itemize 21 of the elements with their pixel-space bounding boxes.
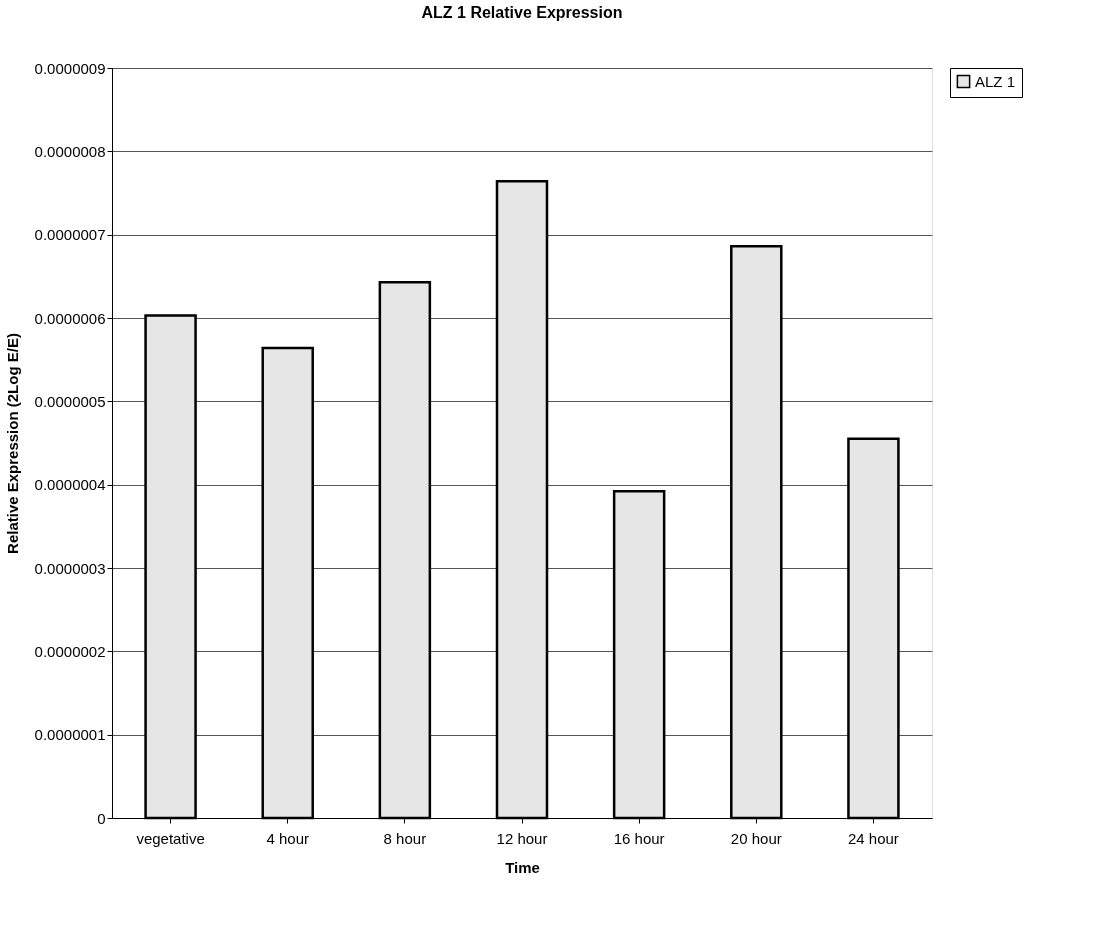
- y-tick-label: 0.0000008: [34, 142, 106, 160]
- y-axis-title: Relative Expression (2Log E/E): [3, 333, 21, 554]
- y-tick-label: 0.0000009: [34, 59, 106, 77]
- y-tick-label: 0.0000003: [34, 559, 106, 577]
- x-tick-label: 4 hour: [266, 829, 309, 847]
- y-tick-label: 0.0000005: [34, 392, 106, 410]
- x-tick-label: 24 hour: [847, 829, 899, 847]
- x-tick-label: 8 hour: [383, 829, 427, 847]
- chart-title: ALZ 1 Relative Expression: [421, 4, 623, 21]
- x-tick-label: 16 hour: [613, 829, 665, 847]
- y-tick-label: 0.0000004: [34, 476, 106, 494]
- x-tick-label: 20 hour: [730, 829, 782, 847]
- y-tick-label: 0: [97, 809, 106, 827]
- y-tick-label: 0.0000007: [34, 226, 106, 244]
- y-tick-label: 0.0000001: [34, 726, 106, 744]
- y-tick-label: 0.0000006: [34, 309, 106, 327]
- x-axis-title: Time: [505, 858, 540, 876]
- x-tick-label: vegetative: [136, 829, 205, 847]
- legend-label: ALZ 1: [975, 72, 1016, 90]
- y-tick-label: 0.0000002: [34, 642, 106, 660]
- x-tick-label: 12 hour: [496, 829, 548, 847]
